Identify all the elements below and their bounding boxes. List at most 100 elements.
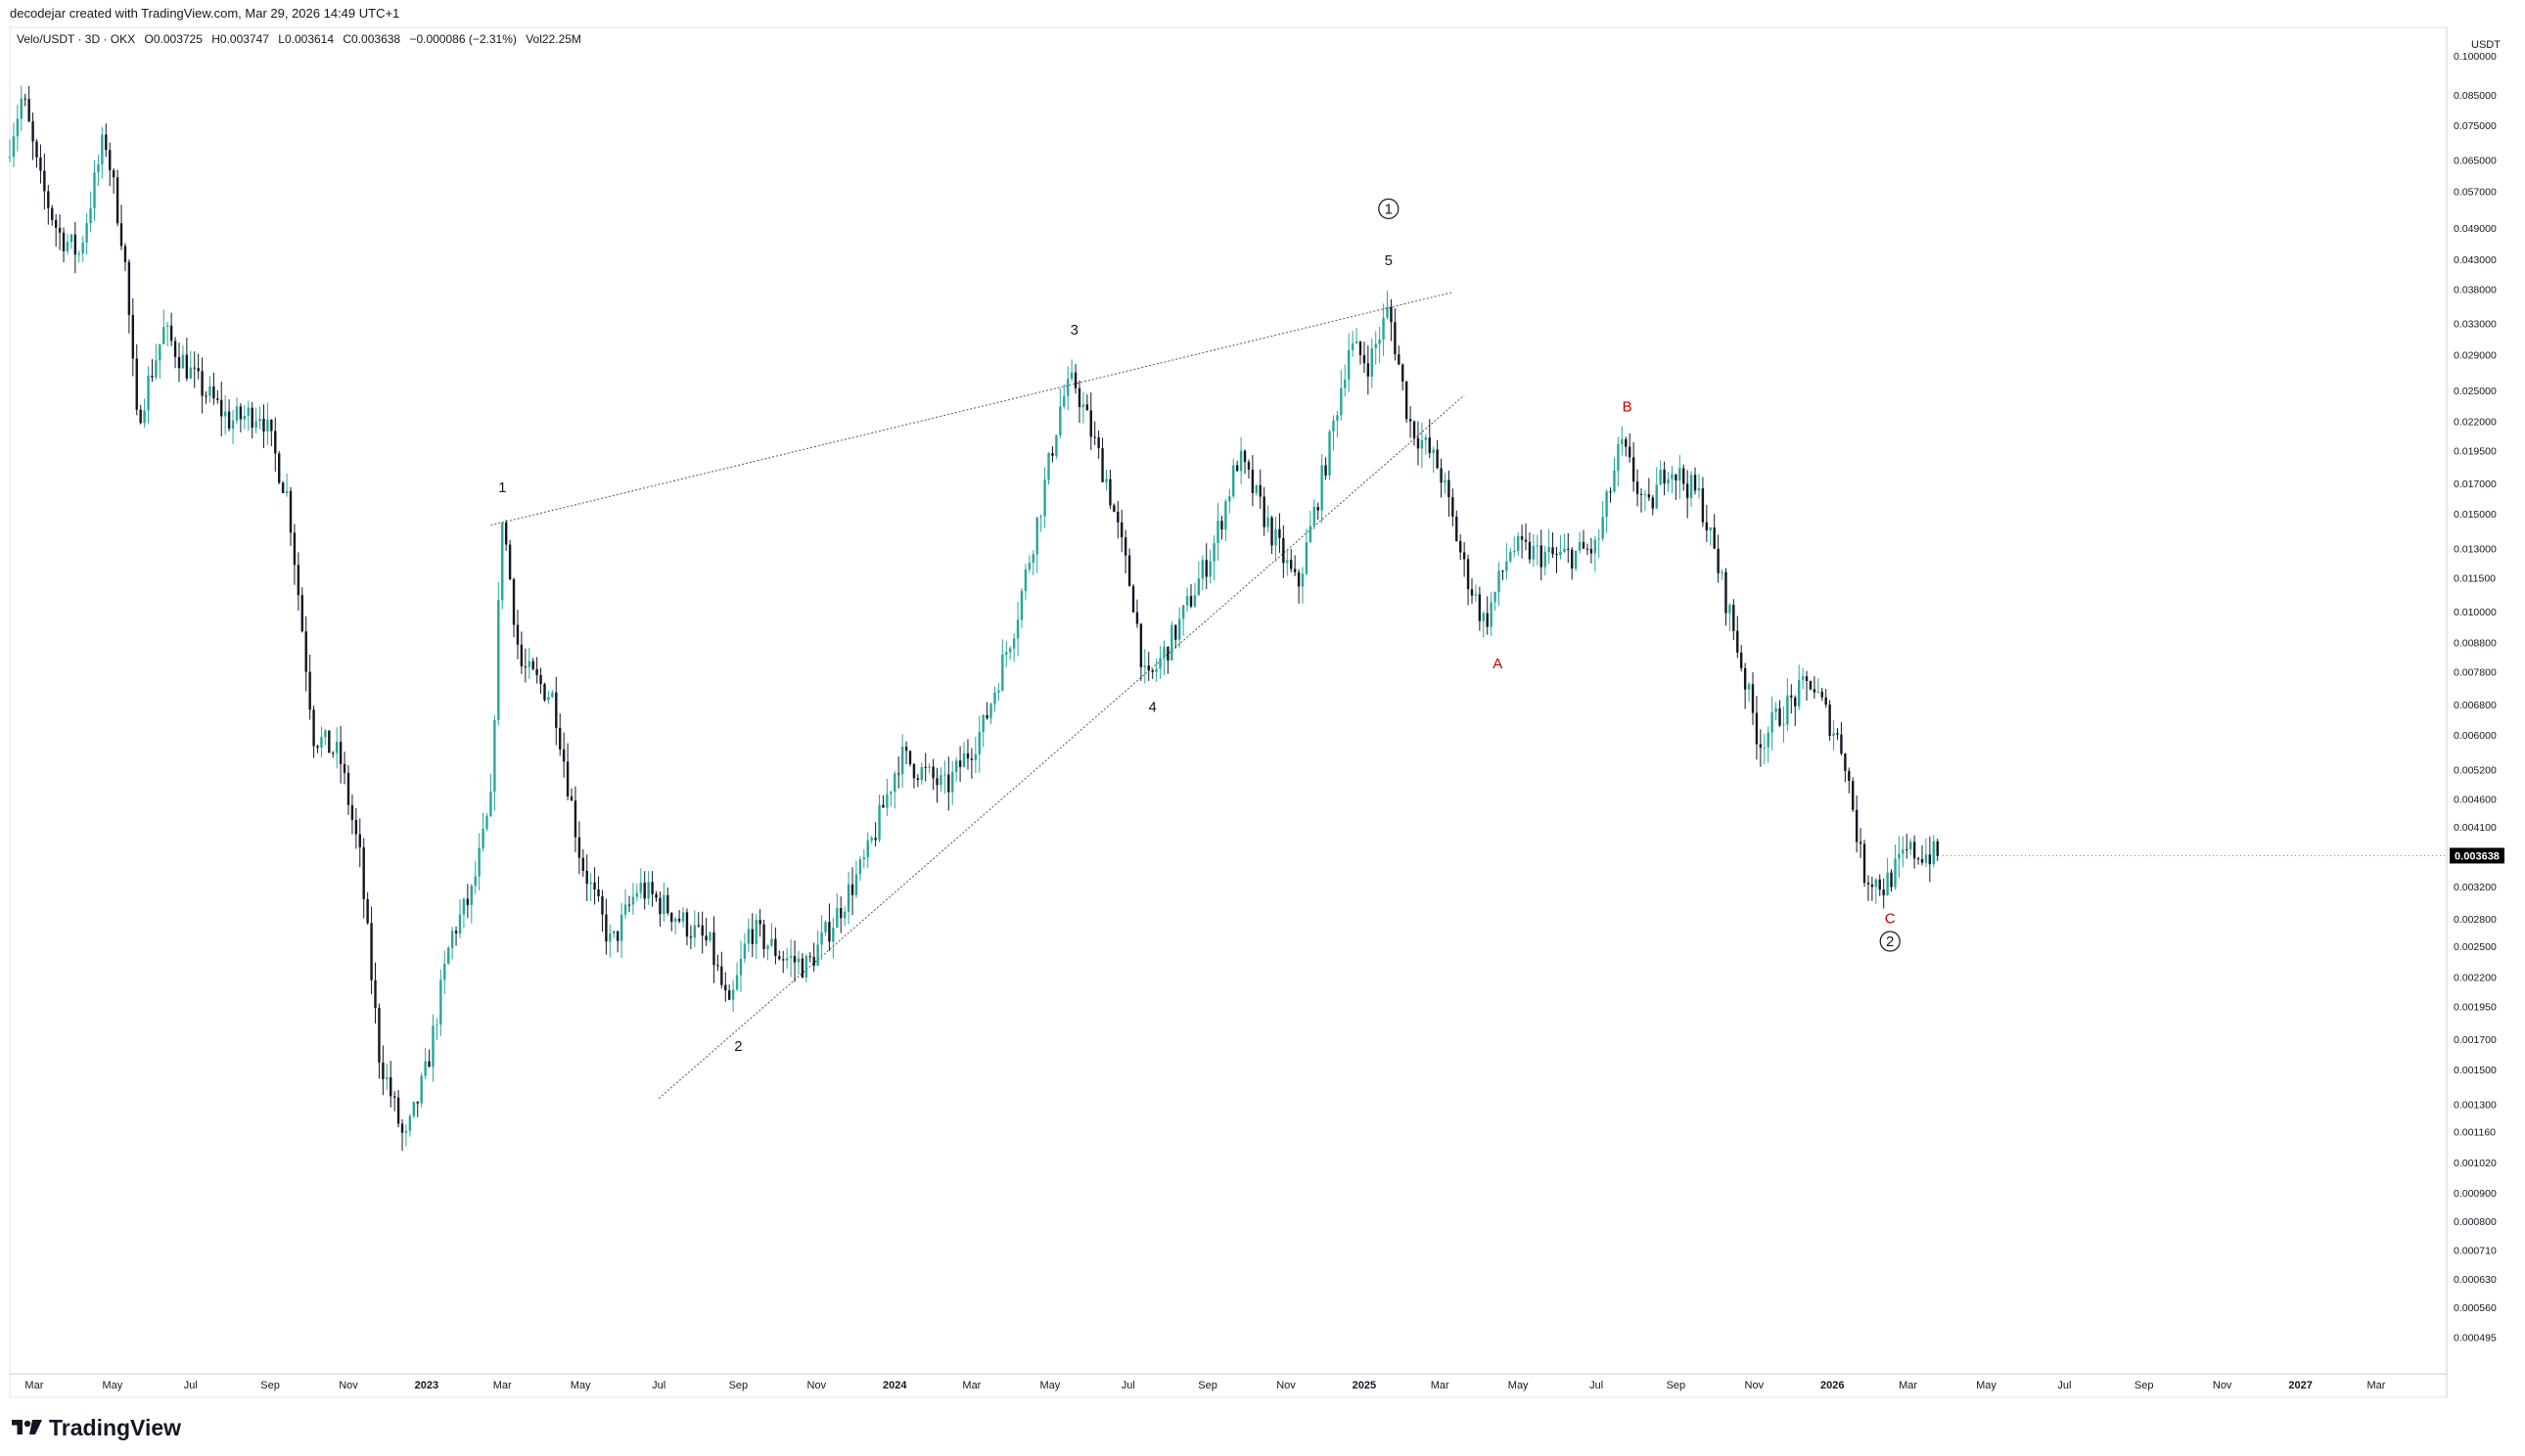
candle-body: [562, 749, 566, 762]
time-tick-label: 2025: [1353, 1380, 1376, 1391]
candle-body: [1301, 573, 1305, 587]
price-tick-label: 0.085000: [2454, 90, 2497, 102]
candle-body: [396, 1097, 400, 1124]
candle-body: [1805, 676, 1809, 681]
candle-body: [1255, 484, 1259, 493]
candle-body: [1763, 747, 1766, 749]
candle-body: [1386, 306, 1389, 318]
candle-body: [836, 908, 839, 929]
candle-body: [501, 523, 504, 601]
candle-body: [854, 874, 858, 895]
price-tick-label: 0.002800: [2454, 914, 2497, 926]
price-tick-label: 0.043000: [2454, 254, 2497, 266]
candle-body: [16, 118, 20, 137]
candle-body: [89, 207, 92, 224]
candle-body: [1609, 491, 1612, 493]
candle-body: [1189, 596, 1193, 607]
candle-body: [1671, 474, 1674, 479]
candle-body: [462, 898, 466, 915]
candle-body: [1878, 879, 1881, 890]
candle-body: [824, 922, 827, 933]
tradingview-logo[interactable]: TradingView: [12, 1415, 181, 1441]
candle-body: [1870, 884, 1874, 887]
candle-body: [1621, 438, 1624, 444]
candle-body: [159, 343, 161, 361]
candle-body: [1589, 548, 1593, 554]
candle-body: [820, 932, 823, 945]
candle-body: [400, 1123, 404, 1133]
price-tick-label: 0.001700: [2454, 1034, 2497, 1046]
candle-body: [1286, 560, 1289, 564]
price-tick-label: 0.000630: [2454, 1274, 2497, 1286]
time-tick-label: Nov: [1745, 1380, 1765, 1391]
candle-body: [1809, 680, 1813, 690]
time-axis[interactable]: Mar May Jul Sep Nov 2023 Mar May Jul Sep Nov 2024 Ma…: [24, 1380, 2385, 1391]
candle-body: [51, 207, 54, 220]
candle-body: [778, 956, 781, 960]
candle-body: [1751, 684, 1755, 713]
candle-body: [31, 121, 34, 142]
price-tick-label: 0.000900: [2454, 1188, 2497, 1200]
time-tick-label: Sep: [1667, 1380, 1686, 1391]
candle-body: [308, 671, 311, 710]
candle-body: [1613, 470, 1616, 492]
candle-body: [962, 752, 966, 767]
candle-body: [874, 838, 877, 841]
symbol-label[interactable]: Velo/USDT · 3D · OKX: [17, 32, 136, 46]
candle-body: [808, 956, 811, 958]
candle-body: [1243, 450, 1247, 463]
candle-body: [1217, 521, 1219, 544]
candle-body: [1378, 340, 1381, 344]
candle-body: [235, 406, 239, 421]
candle-body: [566, 761, 570, 796]
candle-body: [958, 760, 962, 767]
price-tick-label: 0.013000: [2454, 543, 2497, 555]
candle-body: [262, 418, 265, 432]
candle-body: [1401, 364, 1404, 382]
candle-body: [1705, 522, 1709, 531]
trendlines[interactable]: [490, 292, 1465, 1100]
candle-body: [1524, 539, 1528, 542]
change-value: −0.000086 (−2.31%): [409, 32, 517, 46]
candle-body: [1667, 478, 1670, 484]
time-tick-label: Nov: [339, 1380, 358, 1391]
candle-body: [390, 1076, 392, 1097]
candle-body: [346, 772, 350, 805]
candle-body: [1416, 437, 1420, 449]
candle-body: [254, 421, 257, 429]
candle-body: [1582, 541, 1585, 549]
candle-body: [716, 965, 719, 967]
candle-body: [474, 876, 477, 887]
candle-body: [785, 958, 789, 961]
candle-body: [1163, 647, 1166, 659]
candle-body: [193, 367, 196, 369]
wave-label: 1: [498, 479, 506, 496]
candle-body: [766, 945, 769, 949]
trendline: [658, 394, 1465, 1100]
candle-body: [350, 804, 354, 820]
candle-body: [1532, 545, 1536, 560]
candle-body: [1643, 494, 1647, 496]
candle-body: [647, 882, 650, 899]
candle-body: [1874, 879, 1878, 887]
candle-body: [1559, 551, 1562, 556]
candle-body: [832, 928, 835, 942]
candle-body: [812, 957, 815, 966]
price-tick-label: 0.000495: [2454, 1332, 2497, 1343]
candle-body: [189, 367, 192, 379]
price-axis[interactable]: 0.100000 0.085000 0.075000 0.065000 0.057000…: [2454, 51, 2497, 1343]
candle-body: [1155, 668, 1158, 672]
candle-body: [443, 963, 446, 980]
candle-body: [436, 1024, 438, 1026]
high-value: H0.003747: [211, 32, 269, 46]
candle-body: [1232, 465, 1235, 497]
candle-body: [1432, 449, 1435, 454]
candle-body: [1801, 676, 1805, 680]
candle-body: [504, 523, 508, 545]
candle-body: [751, 929, 754, 944]
candle-body: [392, 1096, 396, 1098]
candle-body: [797, 958, 801, 963]
candle-body: [358, 834, 361, 847]
candle-body: [1316, 507, 1319, 511]
